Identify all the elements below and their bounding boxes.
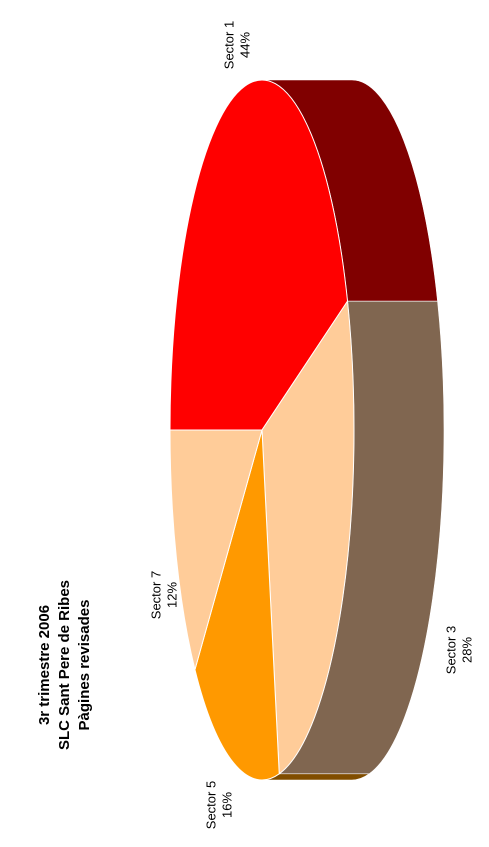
pie-slice bbox=[194, 429, 280, 781]
chart-title: 3r trimestre 2006 bbox=[36, 605, 53, 725]
slice-value-label: 16% bbox=[219, 792, 234, 818]
chart-body: 3r trimestre 2006 SLC Sant Pere de Ribes… bbox=[36, 21, 474, 829]
chart-title: Pàgines revisades bbox=[76, 600, 93, 731]
slice-value-label: 12% bbox=[164, 582, 179, 608]
slice-value-label: 28% bbox=[459, 637, 474, 663]
chart-title: SLC Sant Pere de Ribes bbox=[56, 580, 73, 750]
slice-value-label: 44% bbox=[237, 32, 252, 58]
slice-label: Sector 7 bbox=[148, 571, 163, 619]
pie-slice bbox=[169, 429, 263, 672]
slice-label: Sector 5 bbox=[203, 781, 218, 829]
slice-label: Sector 1 bbox=[221, 21, 236, 69]
pie-slice bbox=[169, 79, 349, 431]
slice-label: Sector 3 bbox=[443, 626, 458, 674]
pie-slice bbox=[261, 299, 355, 775]
